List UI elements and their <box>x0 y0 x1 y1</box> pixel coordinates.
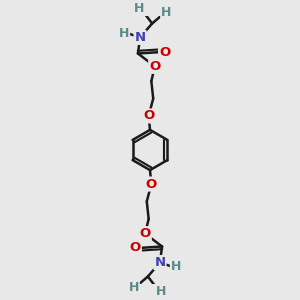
Text: O: O <box>149 60 160 73</box>
Text: H: H <box>134 2 144 15</box>
Text: N: N <box>154 256 166 269</box>
Text: O: O <box>130 241 141 254</box>
Text: H: H <box>161 6 172 19</box>
Text: H: H <box>171 260 181 273</box>
Text: N: N <box>134 31 146 44</box>
Text: O: O <box>143 110 154 122</box>
Text: H: H <box>119 27 129 40</box>
Text: H: H <box>156 285 166 298</box>
Text: O: O <box>140 227 151 240</box>
Text: H: H <box>128 281 139 294</box>
Text: O: O <box>159 46 170 59</box>
Text: O: O <box>146 178 157 190</box>
